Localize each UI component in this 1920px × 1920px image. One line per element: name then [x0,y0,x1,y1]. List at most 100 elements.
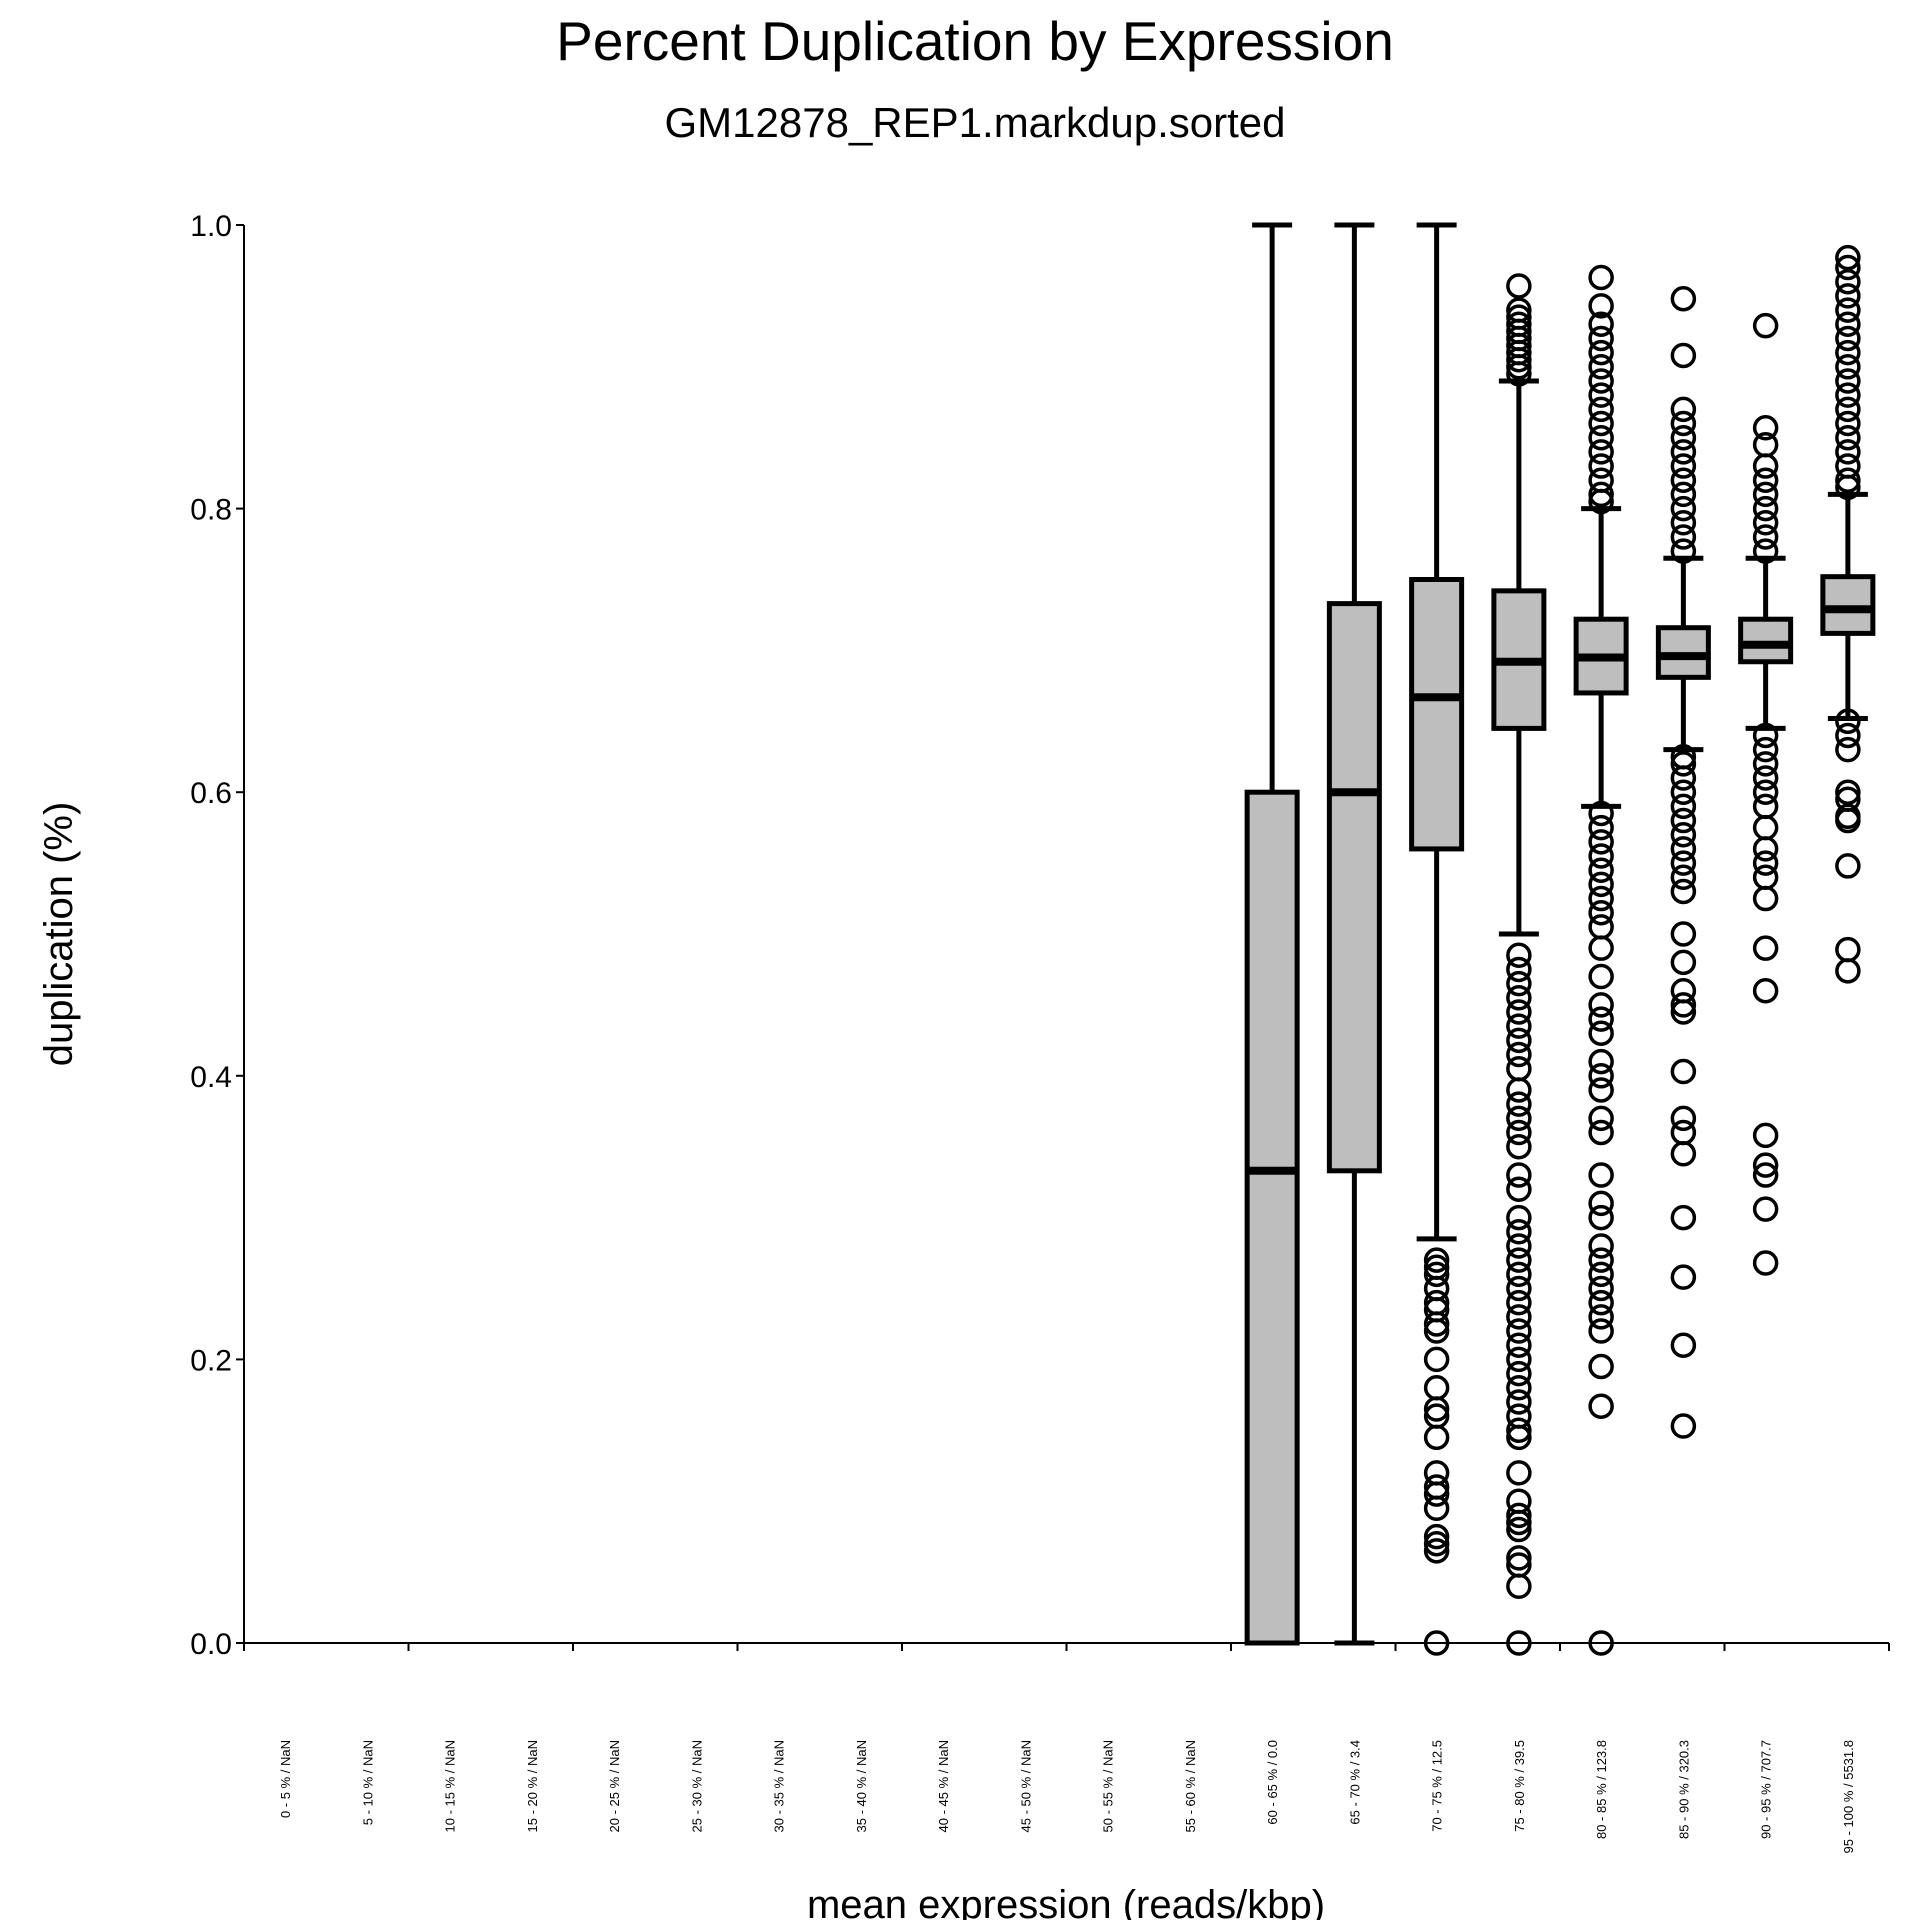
outlier-point [1423,1396,1450,1422]
box-group [1491,273,1547,1656]
outlier-point [1506,1133,1532,1160]
y-tick-label: 1.0 [190,210,232,243]
outlier-point [1588,800,1614,827]
x-tick-label: 45 - 50 % / NaN [1018,1740,1033,1833]
x-tick-label: 10 - 15 % / NaN [443,1740,458,1833]
outlier-point [1670,821,1697,848]
outlier-point [1588,354,1614,380]
x-tick-label: 35 - 40 % / NaN [854,1740,869,1833]
outlier-point [1670,850,1697,876]
outlier-point [1752,885,1779,912]
outlier-point [1423,1424,1450,1451]
outlier-point [1588,1162,1614,1188]
outlier-point [1752,814,1779,841]
outlier-point [1506,1360,1532,1387]
outlier-point [1506,273,1532,299]
outlier-point [1506,346,1532,373]
outlier-point [1506,1162,1532,1188]
outlier-point [1670,1105,1697,1132]
x-tick-label: 5 - 10 % / NaN [360,1740,375,1825]
outlier-point [1588,439,1614,465]
outlier-point [1423,1311,1450,1337]
y-tick-label: 0.0 [190,1628,232,1661]
outlier-point [1835,410,1861,437]
x-tick-label: 85 - 90 % / 320.3 [1676,1740,1691,1839]
outlier-point [1835,283,1861,309]
box-group [1409,222,1465,1656]
outlier-point [1670,424,1697,451]
outlier-point [1588,1020,1614,1047]
outlier-point [1670,481,1697,508]
outlier-point [1835,244,1861,271]
outlier-point [1506,1460,1532,1486]
outlier-point [1506,1261,1532,1288]
outlier-point [1506,1041,1532,1068]
outlier-point [1588,992,1614,1018]
outlier-point [1835,325,1861,352]
x-tick-label: 70 - 75 % / 12.5 [1430,1740,1445,1832]
outlier-point [1588,325,1614,352]
outlier-point [1506,1332,1532,1358]
outlier-point [1588,857,1614,883]
box-group [1573,264,1629,1656]
outlier-point [1588,1289,1614,1316]
outlier-point [1752,736,1779,763]
outlier-point [1670,921,1697,947]
outlier-point [1670,1413,1697,1439]
outlier-point [1835,268,1861,295]
outlier-point [1506,1289,1532,1316]
outlier-point [1506,1204,1532,1231]
outlier-point [1670,751,1697,777]
outlier-point [1835,339,1861,366]
outlier-point [1506,999,1532,1025]
outlier-point [1752,779,1779,805]
outlier-point [1588,1048,1614,1075]
outlier-point [1588,1063,1614,1089]
y-axis-label: duplication (%) [37,802,81,1067]
outlier-point [1752,453,1779,479]
outlier-point [1670,864,1697,891]
outlier-point [1670,538,1697,564]
outlier-point [1588,963,1614,990]
outlier-point [1752,495,1779,522]
outlier-point [1423,1481,1450,1507]
outlier-point [1506,1516,1532,1543]
outlier-point [1752,510,1779,536]
outlier-point [1670,999,1697,1025]
outlier-point [1423,1530,1450,1557]
x-tick-label: 90 - 95 % / 707.7 [1759,1740,1774,1839]
outlier-point [1588,1006,1614,1032]
box-group [1326,222,1382,1646]
iqr-box [1244,789,1300,1646]
outlier-point [1670,765,1697,791]
x-tick-label: 25 - 30 % / NaN [689,1740,704,1833]
outlier-point [1588,311,1614,338]
outlier-point [1752,864,1779,891]
x-tick-label: 50 - 55 % / NaN [1101,1740,1116,1833]
outlier-point [1506,985,1532,1011]
outlier-point [1588,410,1614,437]
outlier-point [1670,467,1697,493]
outlier-point [1588,293,1614,319]
outlier-point [1506,1027,1532,1054]
outlier-point [1835,254,1861,281]
axes: 0.0 0.2 0.4 0.6 0.8 1.0 0 - 5 % / NaN 5 - 10 % … [190,210,1890,1853]
outlier-point [1588,453,1614,479]
outlier-point [1588,1247,1614,1273]
outlier-point [1588,1190,1614,1217]
outlier-point [1506,1247,1532,1273]
outlier-point [1588,488,1614,515]
outlier-point [1752,765,1779,791]
x-tick-label: 75 - 80 % / 39.5 [1512,1740,1527,1832]
outlier-point [1670,836,1697,862]
x-tick-label: 60 - 65 % / 0.0 [1265,1740,1280,1825]
outlier-point [1506,970,1532,997]
outlier-point [1752,467,1779,493]
outlier-point [1835,736,1861,763]
outlier-point [1835,368,1861,394]
outlier-point [1670,878,1697,905]
outlier-point [1752,1122,1779,1149]
outlier-point [1506,354,1532,380]
x-tick-label: 80 - 85 % / 123.8 [1594,1740,1609,1839]
